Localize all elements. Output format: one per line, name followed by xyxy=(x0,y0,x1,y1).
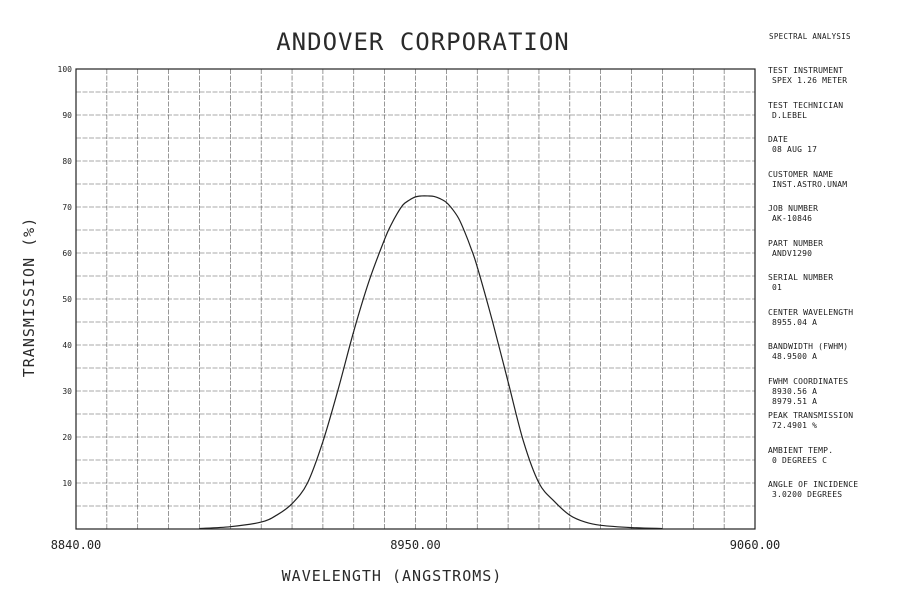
info-value: 8955.04 A xyxy=(772,317,818,327)
info-test-instrument: TEST INSTRUMENT SPEX 1.26 METER xyxy=(768,66,896,101)
info-label: CENTER WAVELENGTH xyxy=(768,307,854,317)
info-ambient-temp: AMBIENT TEMP. 0 DEGREES C xyxy=(768,446,896,481)
info-fwhm-coordinates: FWHM COORDINATES 8930.56 A 8979.51 A xyxy=(768,377,896,412)
plot-frame xyxy=(75,68,756,530)
info-label: TEST TECHNICIAN xyxy=(768,100,844,110)
info-label: TEST INSTRUMENT xyxy=(768,66,844,75)
transmission-curve xyxy=(199,195,663,530)
y-tick-label: 100 xyxy=(58,65,73,74)
info-panel: SPECTRAL ANALYSIS TEST INSTRUMENT SPEX 1… xyxy=(768,32,896,515)
y-tick-label: 20 xyxy=(62,433,72,442)
info-label: CUSTOMER NAME xyxy=(768,169,834,179)
y-tick-label: 90 xyxy=(62,111,72,120)
info-value: AK-10846 xyxy=(772,214,813,223)
info-label: BANDWIDTH (FWHM) xyxy=(768,342,849,351)
info-date: DATE 08 AUG 17 xyxy=(768,135,896,170)
info-serial-number: SERIAL NUMBER 01 xyxy=(768,273,896,308)
info-label: FWHM COORDINATES xyxy=(768,376,849,386)
info-customer-name: CUSTOMER NAME INST.ASTRO.UNAM xyxy=(768,170,896,205)
chart-title: ANDOVER CORPORATION xyxy=(276,28,570,56)
info-value: 72.4901 % xyxy=(772,421,818,430)
y-tick-label: 10 xyxy=(62,479,72,488)
info-value: 0 DEGREES C xyxy=(772,455,828,465)
info-value: ANDV1290 xyxy=(772,248,813,258)
info-value: D.LEBEL xyxy=(772,110,808,120)
info-test-technician: TEST TECHNICIAN D.LEBEL xyxy=(768,101,896,136)
info-label: PEAK TRANSMISSION xyxy=(768,411,854,420)
y-tick-label: 60 xyxy=(62,249,72,258)
info-value: INST.ASTRO.UNAM xyxy=(772,179,848,189)
x-tick-label: 9060.00 xyxy=(730,538,781,552)
x-axis-title: WAVELENGTH (ANGSTROMS) xyxy=(282,567,503,585)
x-tick-label: 8950.00 xyxy=(390,538,441,552)
y-axis-ticks: 10 20 30 40 50 60 70 80 90 100 xyxy=(58,65,73,488)
info-value: 08 AUG 17 xyxy=(772,145,818,154)
info-bandwidth: BANDWIDTH (FWHM) 48.9500 A xyxy=(768,342,896,377)
y-tick-label: 30 xyxy=(62,387,72,396)
info-value: 8930.56 A xyxy=(772,386,818,396)
info-peak-transmission: PEAK TRANSMISSION 72.4901 % xyxy=(768,411,896,446)
y-tick-label: 70 xyxy=(62,203,72,212)
y-tick-label: 80 xyxy=(62,157,72,166)
panel-header: SPECTRAL ANALYSIS xyxy=(769,32,851,41)
info-center-wavelength: CENTER WAVELENGTH 8955.04 A xyxy=(768,308,896,343)
info-part-number: PART NUMBER ANDV1290 xyxy=(768,239,896,274)
info-value: 48.9500 A xyxy=(772,352,818,361)
info-label: JOB NUMBER xyxy=(768,204,819,213)
info-value-secondary: 8979.51 A xyxy=(772,396,818,406)
x-axis-ticks: 8840.00 8950.00 9060.00 xyxy=(51,538,781,552)
y-tick-label: 50 xyxy=(62,295,72,304)
y-axis-title: TRANSMISSION (%) xyxy=(20,217,38,378)
grid xyxy=(76,69,755,529)
y-tick-label: 40 xyxy=(62,341,72,350)
info-label: ANGLE OF INCIDENCE xyxy=(768,480,859,489)
info-value: 01 xyxy=(772,283,783,292)
info-job-number: JOB NUMBER AK-10846 xyxy=(768,204,896,239)
info-label: AMBIENT TEMP. xyxy=(768,445,834,455)
info-value: 3.0200 DEGREES xyxy=(772,490,843,499)
info-angle-of-incidence: ANGLE OF INCIDENCE 3.0200 DEGREES xyxy=(768,480,896,515)
info-label: DATE xyxy=(768,135,789,144)
x-tick-label: 8840.00 xyxy=(51,538,102,552)
info-value: SPEX 1.26 METER xyxy=(772,76,848,85)
info-label: PART NUMBER xyxy=(768,238,824,248)
info-label: SERIAL NUMBER xyxy=(768,273,834,282)
